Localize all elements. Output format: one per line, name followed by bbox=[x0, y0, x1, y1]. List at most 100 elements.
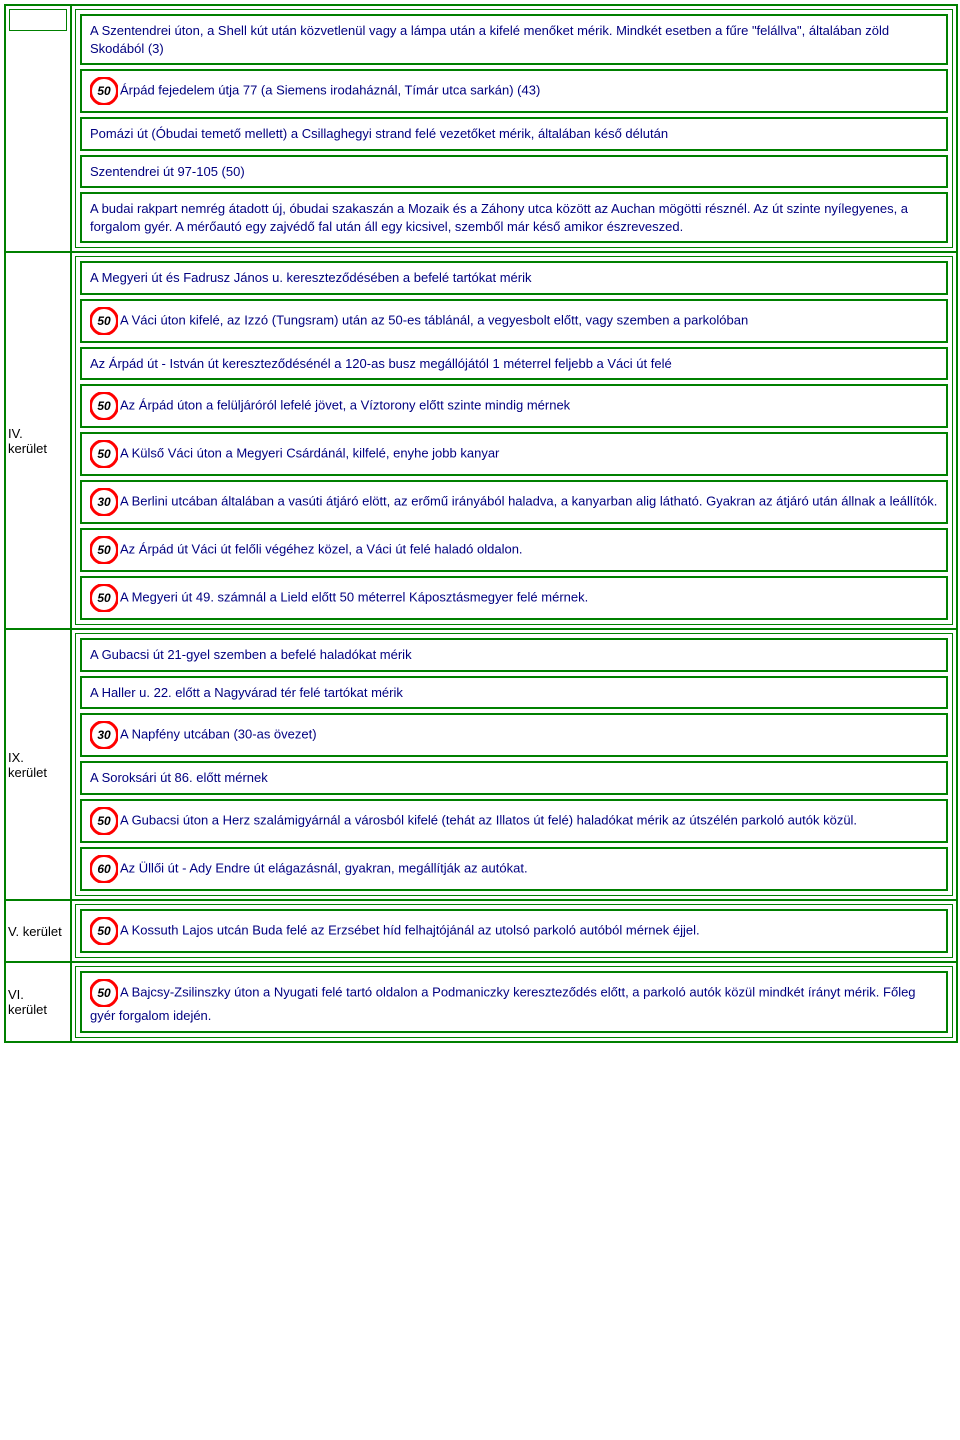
svg-text:50: 50 bbox=[97, 447, 111, 461]
top_block-entry: Szentendrei út 97-105 (50) bbox=[80, 155, 948, 189]
entry-text: A Berlini utcában általában a vasúti átj… bbox=[120, 494, 937, 509]
district-content-col: 50A Bajcsy-Zsilinszky úton a Nyugati fel… bbox=[71, 962, 957, 1042]
districts.1-entry: A Haller u. 22. előtt a Nagyvárad tér fe… bbox=[80, 676, 948, 710]
district-label-line1: IX. bbox=[8, 750, 47, 765]
speed-sign-50: 50 bbox=[90, 979, 118, 1007]
district-label: VI.kerület bbox=[6, 985, 49, 1019]
left-empty-col bbox=[5, 5, 71, 252]
district-label-line1: IV. bbox=[8, 426, 47, 441]
districts.2-entry: 50 A Kossuth Lajos utcán Buda felé az Erz… bbox=[80, 909, 948, 953]
districts.3-entry: 50A Bajcsy-Zsilinszky úton a Nyugati fel… bbox=[80, 971, 948, 1033]
top-row: A Szentendrei úton, a Shell kút után köz… bbox=[5, 5, 957, 252]
entry-text: Az Árpád út - István út kereszteződéséné… bbox=[90, 356, 672, 371]
entry-text: A Soroksári út 86. előtt mérnek bbox=[90, 770, 268, 785]
svg-text:50: 50 bbox=[97, 924, 111, 938]
speed-sign-50: 50 bbox=[90, 440, 118, 468]
district-row: IV.kerület A Megyeri út és Fadrusz János … bbox=[5, 252, 957, 629]
district-label-col: IX.kerület bbox=[5, 629, 71, 900]
district-label: IV.kerület bbox=[6, 424, 49, 458]
entry-text: A Napfény utcában (30-as övezet) bbox=[120, 727, 317, 742]
district-content: A Megyeri út és Fadrusz János u. kereszt… bbox=[75, 256, 953, 625]
speed-sign-50: 50 bbox=[90, 917, 118, 945]
top_block-entry: A Szentendrei úton, a Shell kút után köz… bbox=[80, 14, 948, 65]
entry-text: Az Üllői út - Ady Endre út elágazásnál, … bbox=[120, 860, 528, 875]
district-content-col: A Gubacsi út 21-gyel szemben a befelé ha… bbox=[71, 629, 957, 900]
entry-text: A Külső Váci úton a Megyeri Csárdánál, k… bbox=[120, 446, 499, 461]
top_block-entry: 50 Árpád fejedelem útja 77 (a Siemens iro… bbox=[80, 69, 948, 113]
districts.0-entry: 50 Az Árpád úton a felüljáróról lefelé jö… bbox=[80, 384, 948, 428]
svg-text:50: 50 bbox=[97, 986, 111, 1000]
district-label-line2: kerület bbox=[8, 765, 47, 780]
svg-text:30: 30 bbox=[97, 728, 111, 742]
svg-text:50: 50 bbox=[97, 591, 111, 605]
districts.0-entry: Az Árpád út - István út kereszteződéséné… bbox=[80, 347, 948, 381]
speed-sign-30: 30 bbox=[90, 488, 118, 516]
entry-text: A Gubacsi úton a Herz szalámigyárnál a v… bbox=[120, 812, 857, 827]
district-row: V. kerület 50 A Kossuth Lajos utcán Buda f… bbox=[5, 900, 957, 962]
district-label-line2: kerület bbox=[8, 441, 47, 456]
district-row: IX.kerület A Gubacsi út 21-gyel szemben a… bbox=[5, 629, 957, 900]
districts.1-entry: 60 Az Üllői út - Ady Endre út elágazásnál… bbox=[80, 847, 948, 891]
entry-text: Pomázi út (Óbudai temető mellett) a Csil… bbox=[90, 126, 668, 141]
speed-sign-50: 50 bbox=[90, 392, 118, 420]
districts.1-entry: A Soroksári út 86. előtt mérnek bbox=[80, 761, 948, 795]
speed-sign-50: 50 bbox=[90, 307, 118, 335]
entry-text: Árpád fejedelem útja 77 (a Siemens iroda… bbox=[120, 83, 540, 98]
svg-text:50: 50 bbox=[97, 399, 111, 413]
svg-text:60: 60 bbox=[97, 862, 111, 876]
top-block: A Szentendrei úton, a Shell kút után köz… bbox=[75, 9, 953, 248]
entry-text: Az Árpád út Váci út felőli végéhez közel… bbox=[120, 542, 523, 557]
district-content: 50 A Kossuth Lajos utcán Buda felé az Erz… bbox=[75, 904, 953, 958]
district-label: IX.kerület bbox=[6, 748, 49, 782]
district-label-col: VI.kerület bbox=[5, 962, 71, 1042]
districts.1-entry: 50 A Gubacsi úton a Herz szalámigyárnál a… bbox=[80, 799, 948, 843]
district-label-line1: V. kerület bbox=[8, 924, 62, 939]
district-label-line1: VI. bbox=[8, 987, 47, 1002]
entry-text: Szentendrei út 97-105 (50) bbox=[90, 164, 245, 179]
district-content-col: A Megyeri út és Fadrusz János u. kereszt… bbox=[71, 252, 957, 629]
svg-text:30: 30 bbox=[97, 495, 111, 509]
entry-text: A Bajcsy-Zsilinszky úton a Nyugati felé … bbox=[90, 984, 916, 1023]
districts.0-entry: 50 A Külső Váci úton a Megyeri Csárdánál,… bbox=[80, 432, 948, 476]
district-content-col: 50 A Kossuth Lajos utcán Buda felé az Erz… bbox=[71, 900, 957, 962]
svg-text:50: 50 bbox=[97, 814, 111, 828]
svg-text:50: 50 bbox=[97, 543, 111, 557]
speed-sign-60: 60 bbox=[90, 855, 118, 883]
speed-sign-50: 50 bbox=[90, 77, 118, 105]
district-label: V. kerület bbox=[6, 922, 64, 941]
entry-text: A Haller u. 22. előtt a Nagyvárad tér fe… bbox=[90, 685, 403, 700]
districts.0-entry: A Megyeri út és Fadrusz János u. kereszt… bbox=[80, 261, 948, 295]
speed-sign-50: 50 bbox=[90, 584, 118, 612]
entry-text: A Megyeri út 49. számnál a Lield előtt 5… bbox=[120, 590, 588, 605]
entry-text: A Szentendrei úton, a Shell kút után köz… bbox=[90, 23, 889, 56]
districts.1-entry: 30 A Napfény utcában (30-as övezet) bbox=[80, 713, 948, 757]
speed-sign-50: 50 bbox=[90, 807, 118, 835]
speed-sign-50: 50 bbox=[90, 536, 118, 564]
speed-sign-30: 30 bbox=[90, 721, 118, 749]
top_block-entry: A budai rakpart nemrég átadott új, óbuda… bbox=[80, 192, 948, 243]
districts-container: IV.kerületA Megyeri út és Fadrusz János … bbox=[5, 252, 957, 1041]
left-empty-inner bbox=[9, 9, 67, 31]
districts.0-entry: 50 A Megyeri út 49. számnál a Lield előtt… bbox=[80, 576, 948, 620]
entry-text: Az Árpád úton a felüljáróról lefelé jöve… bbox=[120, 398, 570, 413]
svg-text:50: 50 bbox=[97, 314, 111, 328]
svg-text:50: 50 bbox=[97, 84, 111, 98]
district-content: 50A Bajcsy-Zsilinszky úton a Nyugati fel… bbox=[75, 966, 953, 1038]
entry-text: A budai rakpart nemrég átadott új, óbuda… bbox=[90, 201, 908, 234]
right-col: A Szentendrei úton, a Shell kút után köz… bbox=[71, 5, 957, 252]
top_block-entry: Pomázi út (Óbudai temető mellett) a Csil… bbox=[80, 117, 948, 151]
entry-text: A Váci úton kifelé, az Izzó (Tungsram) u… bbox=[120, 312, 748, 327]
districts.0-entry: 50 Az Árpád út Váci út felőli végéhez köz… bbox=[80, 528, 948, 572]
district-label-col: V. kerület bbox=[5, 900, 71, 962]
districts.1-entry: A Gubacsi út 21-gyel szemben a befelé ha… bbox=[80, 638, 948, 672]
outer-table: A Szentendrei úton, a Shell kút után köz… bbox=[4, 4, 958, 1043]
entry-text: A Gubacsi út 21-gyel szemben a befelé ha… bbox=[90, 647, 412, 662]
entry-text: A Kossuth Lajos utcán Buda felé az Erzsé… bbox=[120, 922, 700, 937]
district-label-line2: kerület bbox=[8, 1002, 47, 1017]
districts.0-entry: 30 A Berlini utcában általában a vasúti á… bbox=[80, 480, 948, 524]
district-row: VI.kerület 50A Bajcsy-Zsilinszky úton a N… bbox=[5, 962, 957, 1042]
districts.0-entry: 50 A Váci úton kifelé, az Izzó (Tungsram)… bbox=[80, 299, 948, 343]
entry-text: A Megyeri út és Fadrusz János u. kereszt… bbox=[90, 270, 532, 285]
district-label-col: IV.kerület bbox=[5, 252, 71, 629]
district-content: A Gubacsi út 21-gyel szemben a befelé ha… bbox=[75, 633, 953, 896]
